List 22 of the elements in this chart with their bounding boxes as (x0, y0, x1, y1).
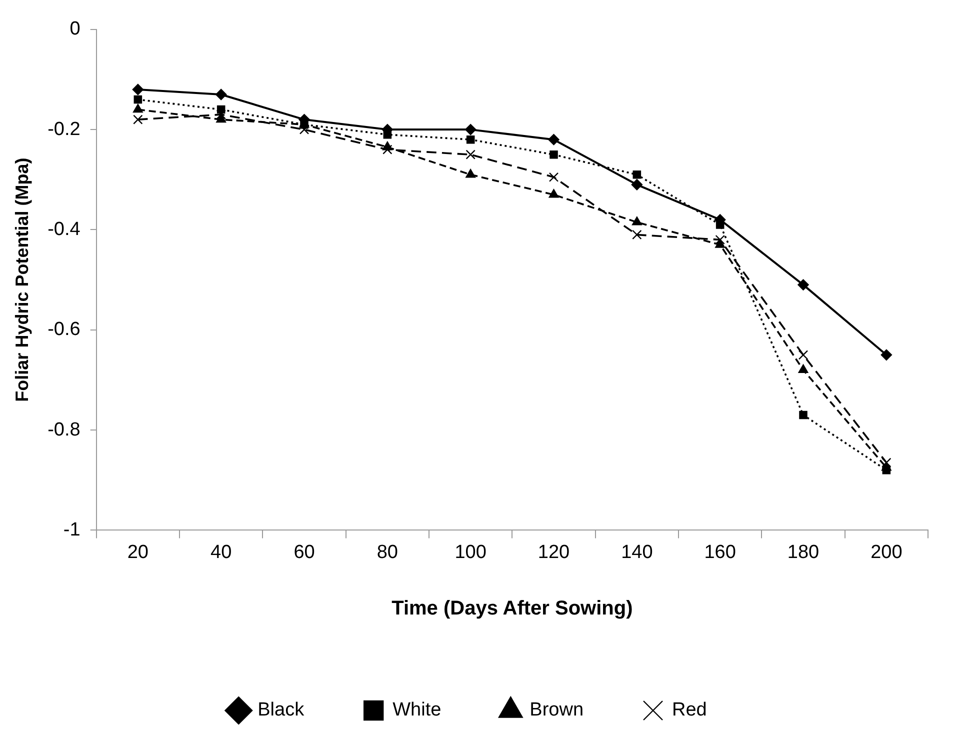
x-tick-label: 80 (376, 542, 398, 563)
y-tick-label: -0.8 (48, 419, 80, 440)
y-tick-label: -0.2 (48, 118, 80, 140)
y-axis-title: Foliar Hydric Potential (Mpa) (12, 158, 32, 402)
legend-label: Black (258, 700, 305, 721)
x-tick-label: 120 (538, 542, 570, 563)
x-tick-label: 60 (294, 542, 315, 563)
y-tick-label: -1 (63, 519, 80, 540)
x-tick-label: 100 (454, 542, 486, 563)
legend-label: Red (672, 700, 707, 721)
y-tick-label: -0.6 (48, 319, 80, 340)
legend-label: White (392, 700, 442, 721)
y-tick-label: 0 (70, 18, 80, 40)
x-tick-label: 160 (704, 542, 736, 563)
x-tick-label: 200 (870, 542, 902, 563)
x-tick-label: 40 (210, 542, 232, 563)
legend-label: Brown (530, 700, 584, 721)
x-axis-title: Time (Days After Sowing) (392, 598, 633, 620)
x-tick-label: 20 (127, 542, 148, 563)
x-tick-label: 140 (621, 542, 653, 563)
y-tick-label: -0.4 (48, 218, 81, 240)
x-tick-label: 180 (787, 542, 820, 563)
